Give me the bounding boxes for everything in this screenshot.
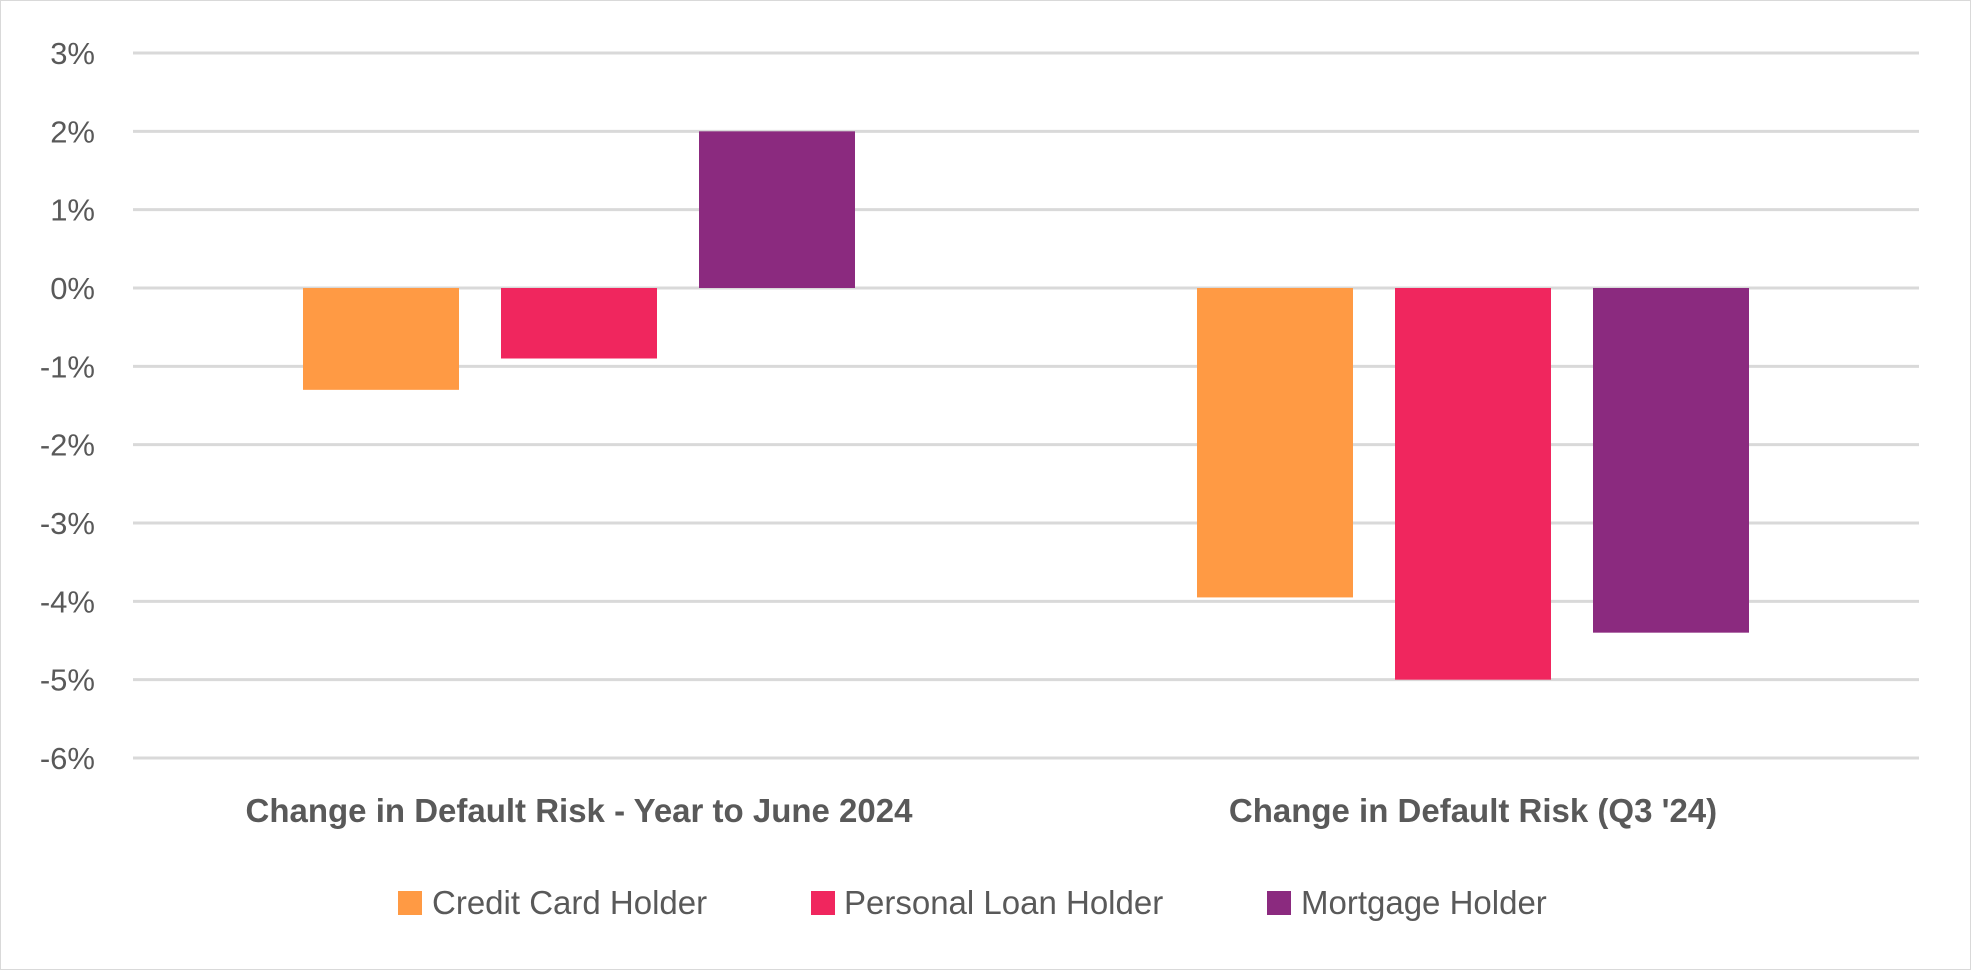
legend-label-personal-loan-holder: Personal Loan Holder [844,884,1163,921]
y-axis-tick-labels: 3% 2% 1% 0% -1% -2% -3% -4% -5% -6% [40,36,95,776]
bar-personal-loan-holder-0 [501,288,657,359]
bar-credit-card-holder-0 [303,288,459,390]
y-tick-label: -1% [40,349,95,384]
y-tick-label: 0% [50,271,95,306]
category-label-q3-24: Change in Default Risk (Q3 '24) [1229,792,1717,829]
y-tick-label: 3% [50,36,95,71]
y-tick-label: 2% [50,114,95,149]
bars [303,131,1749,680]
y-tick-label: -3% [40,506,95,541]
bar-credit-card-holder-1 [1197,288,1353,598]
legend: Credit Card Holder Personal Loan Holder … [398,884,1547,921]
legend-swatch-credit-card-holder [398,891,422,915]
y-tick-label: -2% [40,428,95,463]
legend-swatch-mortgage-holder [1267,891,1291,915]
bar-mortgage-holder-0 [699,131,855,288]
y-tick-label: -6% [40,741,95,776]
category-label-year-to-june-2024: Change in Default Risk - Year to June 20… [246,792,914,829]
y-tick-label: -4% [40,584,95,619]
bar-personal-loan-holder-1 [1395,288,1551,680]
legend-swatch-personal-loan-holder [811,891,835,915]
legend-label-credit-card-holder: Credit Card Holder [432,884,707,921]
legend-label-mortgage-holder: Mortgage Holder [1301,884,1547,921]
y-tick-label: -5% [40,663,95,698]
bar-mortgage-holder-1 [1593,288,1749,633]
y-tick-label: 1% [50,193,95,228]
category-labels: Change in Default Risk - Year to June 20… [246,792,1718,829]
